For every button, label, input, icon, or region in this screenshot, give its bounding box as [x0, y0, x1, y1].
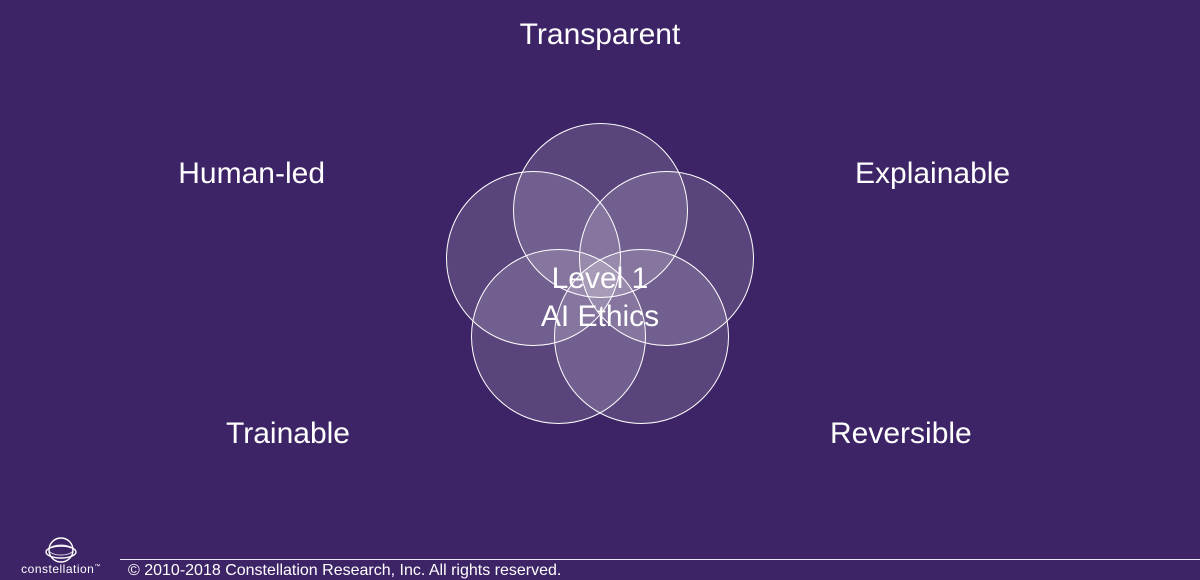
- center-label-line1: Level 1: [541, 260, 659, 298]
- diagram-stage: Transparent Explainable Reversible Trainabl…: [0, 0, 1200, 580]
- petal-label-trainable: Trainable: [226, 417, 350, 451]
- center-label: Level 1 AI Ethics: [541, 260, 659, 335]
- brand-name: constellation™: [21, 562, 101, 576]
- copyright-text: © 2010-2018 Constellation Research, Inc.…: [128, 562, 561, 580]
- brand-tm: ™: [94, 564, 101, 570]
- footer-divider: [120, 559, 1200, 560]
- petal-label-explainable: Explainable: [855, 157, 1010, 191]
- center-label-line2: AI Ethics: [541, 298, 659, 336]
- brand-name-text: constellation: [21, 562, 94, 576]
- petal-label-human-led: Human-led: [178, 157, 325, 191]
- footer: constellation™ © 2010-2018 Constellation…: [0, 524, 1200, 580]
- brand-logo: constellation™: [8, 528, 114, 576]
- globe-icon: [41, 534, 81, 564]
- petal-label-transparent: Transparent: [520, 18, 681, 52]
- petal-label-reversible: Reversible: [830, 417, 972, 451]
